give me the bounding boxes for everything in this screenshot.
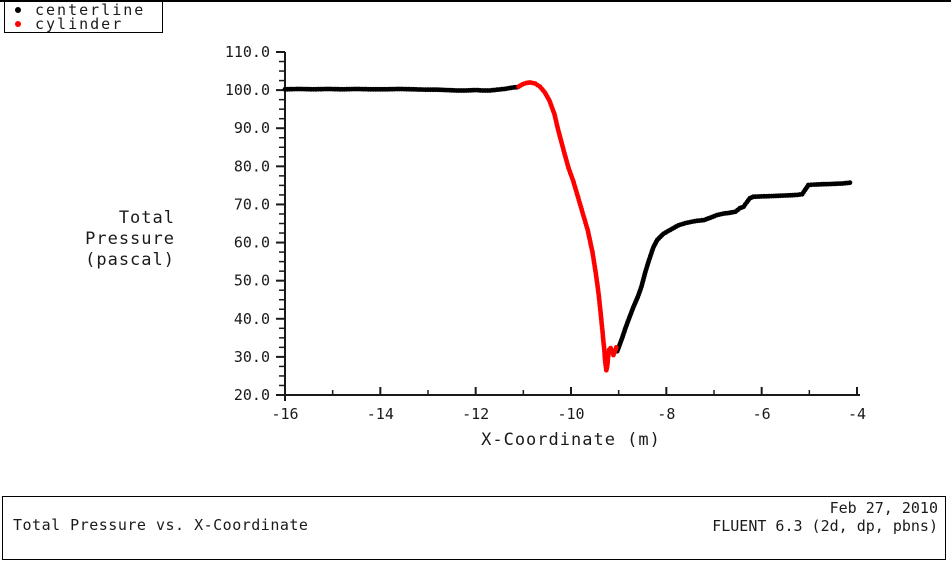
legend-item-cylinder: cylinder [5, 15, 162, 33]
legend-item-centerline: centerline [5, 1, 162, 19]
chart-title: Total Pressure vs. X-Coordinate [13, 516, 309, 534]
y-tick-label: 40.0 [234, 310, 270, 328]
series-centerline [282, 84, 853, 354]
centerline-marker-icon [15, 7, 21, 13]
data-point [847, 180, 853, 186]
x-tick-label: -6 [753, 405, 771, 423]
y-tick-label: 100.0 [225, 81, 270, 99]
legend-label-cylinder: cylinder [35, 15, 124, 33]
footer-right-block: Feb 27, 2010 FLUENT 6.3 (2d, dp, pbns) [712, 499, 938, 535]
x-tick-label: -16 [271, 405, 298, 423]
cylinder-marker-icon [15, 21, 21, 27]
x-tick-label: -14 [367, 405, 394, 423]
y-tick-label: 20.0 [234, 386, 270, 404]
y-axis-title: Total Pressure (pascal) [20, 208, 175, 271]
x-tick-label: -8 [657, 405, 675, 423]
legend-label-centerline: centerline [35, 1, 146, 19]
y-axis-title-line2: Pressure [85, 229, 175, 249]
plot-area: 20.0 30.0 40.0 50.0 60.0 70.0 80.0 90.0 100.0 110… [225, 43, 866, 423]
y-tick-label: 60.0 [234, 234, 270, 252]
y-tick-label: 30.0 [234, 348, 270, 366]
y-axis-title-line3: (pascal) [85, 250, 175, 270]
axis-lines [281, 52, 860, 401]
y-axis-title-line1: Total [118, 208, 175, 228]
series-cylinder [516, 80, 619, 373]
y-axis-ticks [276, 51, 285, 396]
y-tick-label: 70.0 [234, 195, 270, 213]
footer-date: Feb 27, 2010 [829, 499, 938, 517]
legend: centerline cylinder [4, 1, 163, 33]
x-tick-label: -10 [557, 405, 584, 423]
x-tick-label: -4 [848, 405, 866, 423]
x-axis-ticks [284, 387, 858, 395]
x-axis-title: X-Coordinate (m) [481, 430, 661, 450]
y-tick-label: 80.0 [234, 157, 270, 175]
y-tick-label: 50.0 [234, 272, 270, 290]
footer-info-box: Total Pressure vs. X-Coordinate Feb 27, … [2, 496, 946, 560]
axes [281, 52, 860, 401]
window-top-border [0, 0, 951, 2]
footer-solver-version: FLUENT 6.3 (2d, dp, pbns) [712, 517, 938, 535]
y-tick-label: 110.0 [225, 43, 270, 61]
data-point [613, 345, 619, 350]
y-tick-label: 90.0 [234, 119, 270, 137]
x-tick-label: -12 [462, 405, 489, 423]
